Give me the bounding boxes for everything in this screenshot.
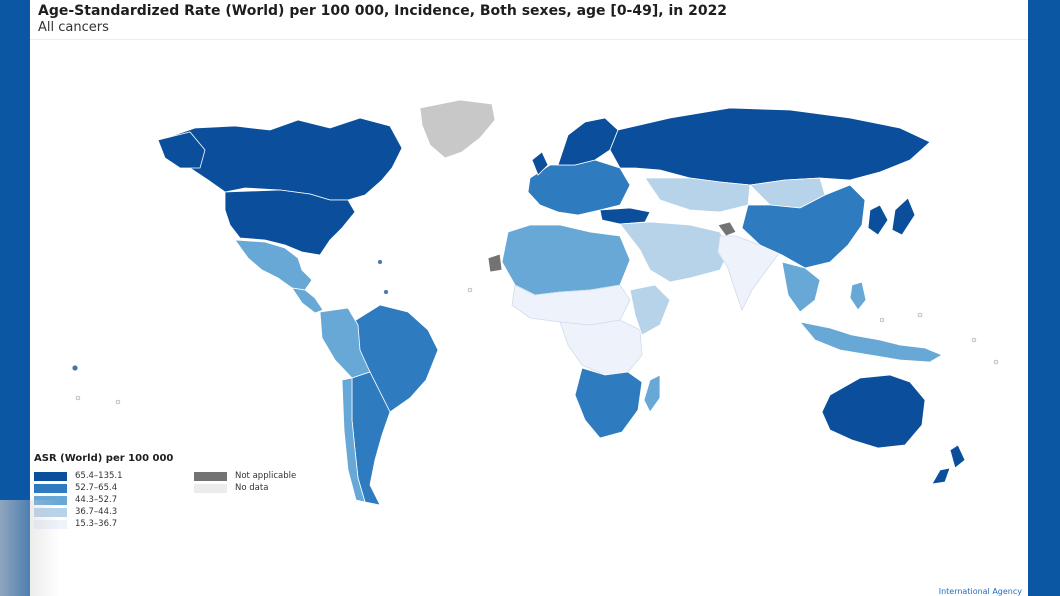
region-north-africa[interactable] <box>501 224 631 296</box>
title-divider <box>30 39 1028 40</box>
legend-not-applicable: Not applicable <box>194 471 296 481</box>
region-southern-africa[interactable] <box>574 367 643 439</box>
region-india[interactable] <box>717 235 781 312</box>
region-western-sahara[interactable] <box>487 253 503 273</box>
legend-no-data: No data <box>194 483 268 493</box>
region-canada[interactable] <box>159 117 403 201</box>
island-marker[interactable] <box>377 259 383 265</box>
region-kashmir[interactable] <box>717 221 737 237</box>
region-china[interactable] <box>741 184 866 269</box>
island-marker[interactable] <box>383 289 389 295</box>
island-marker[interactable] <box>993 359 999 365</box>
island-marker[interactable] <box>467 287 473 293</box>
region-central-america[interactable] <box>291 287 324 314</box>
region-philippines[interactable] <box>849 281 867 311</box>
left-edge-fade <box>0 500 60 596</box>
region-alaska[interactable] <box>157 131 206 169</box>
island-marker[interactable] <box>971 337 977 343</box>
legend-label: No data <box>235 483 269 493</box>
region-uk[interactable] <box>531 151 549 176</box>
legend-class-1: 65.4–135.1 <box>34 471 123 481</box>
region-japan-korea[interactable] <box>867 197 916 236</box>
legend-swatch <box>194 471 227 481</box>
legend-label: 44.3–52.7 <box>75 495 118 505</box>
legend-swatch <box>34 483 67 493</box>
iarc-credit-link[interactable]: International Agency <box>938 587 1022 596</box>
region-indonesia[interactable] <box>798 321 943 363</box>
legend-class-2: 52.7–65.4 <box>34 483 117 493</box>
region-middle-east[interactable] <box>619 221 731 283</box>
region-greenland[interactable] <box>419 99 496 159</box>
map-panel: Age-Standardized Rate (World) per 100 00… <box>30 0 1028 596</box>
island-marker[interactable] <box>115 399 121 405</box>
legend-label: Not applicable <box>235 471 297 481</box>
legend-label: 15.3–36.7 <box>75 519 118 529</box>
region-east-africa[interactable] <box>629 284 671 336</box>
world-choropleth-map <box>72 99 999 506</box>
region-kazakhstan[interactable] <box>644 177 751 213</box>
region-chile[interactable] <box>341 377 366 503</box>
region-russia[interactable] <box>609 107 931 186</box>
legend-label: 36.7–44.3 <box>75 507 118 517</box>
island-marker[interactable] <box>879 317 885 323</box>
legend-title: ASR (World) per 100 000 <box>34 453 174 464</box>
legend-swatch <box>194 483 227 493</box>
island-marker[interactable] <box>72 365 78 371</box>
region-australia[interactable] <box>821 374 926 449</box>
legend-swatch <box>34 471 67 481</box>
region-new-zealand[interactable] <box>931 444 966 485</box>
legend-label: 52.7–65.4 <box>75 483 118 493</box>
island-marker[interactable] <box>75 395 81 401</box>
region-madagascar[interactable] <box>643 374 661 413</box>
region-central-africa[interactable] <box>559 319 643 376</box>
region-sahel[interactable] <box>511 284 631 326</box>
region-usa[interactable] <box>224 189 356 256</box>
region-southeast-asia[interactable] <box>781 261 821 313</box>
map-subtitle: All cancers <box>38 20 109 35</box>
region-scandinavia[interactable] <box>557 117 619 166</box>
island-marker[interactable] <box>917 312 923 318</box>
legend-label: 65.4–135.1 <box>75 471 123 481</box>
region-turkey[interactable] <box>599 207 651 225</box>
region-mexico[interactable] <box>234 239 313 291</box>
map-title: Age-Standardized Rate (World) per 100 00… <box>38 3 728 19</box>
